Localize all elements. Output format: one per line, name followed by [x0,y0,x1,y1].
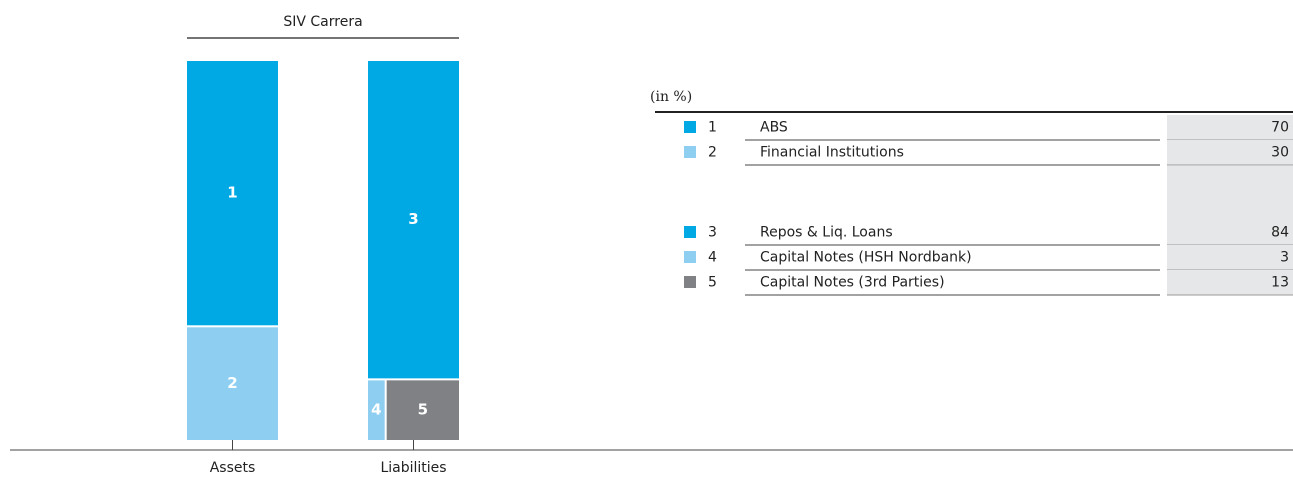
row-name: ABS [760,120,788,136]
chart-title: SIV Carrera [283,14,362,30]
x-tick-label: Liabilities [380,460,446,476]
row-key: 4 [708,250,717,266]
legend-swatch [684,251,696,263]
row-name: Capital Notes (3rd Parties) [760,275,945,291]
segment-label: 1 [227,184,237,202]
bar-segment [368,380,385,440]
bar-segment [368,61,459,379]
segment-label: 4 [371,401,381,419]
bar-segment [386,380,459,440]
row-value: 70 [1271,120,1289,136]
legend-swatch [684,276,696,288]
legend-swatch [684,121,696,133]
legend-swatch [684,226,696,238]
value-cell [1167,245,1293,270]
row-name: Capital Notes (HSH Nordbank) [760,250,972,266]
segment-label: 2 [227,374,237,392]
legend-swatch [684,146,696,158]
row-value: 30 [1271,145,1289,161]
row-key: 5 [708,275,717,291]
value-cell [1167,270,1293,295]
row-key: 1 [708,120,717,136]
segment-label: 5 [418,401,428,419]
row-value: 3 [1280,250,1289,266]
value-cell [1167,166,1293,220]
row-value: 84 [1271,225,1289,241]
value-cell [1167,115,1293,140]
row-key: 2 [708,145,717,161]
row-value: 13 [1271,275,1289,291]
unit-label: (in %) [650,89,692,105]
bar-segment [187,327,278,440]
segment-label: 3 [408,210,418,228]
row-name: Repos & Liq. Loans [760,225,893,241]
bar-segment [187,61,278,326]
x-tick-label: Assets [210,460,256,476]
value-cell [1167,220,1293,245]
value-cell [1167,140,1293,165]
row-name: Financial Institutions [760,145,904,161]
row-key: 3 [708,225,717,241]
